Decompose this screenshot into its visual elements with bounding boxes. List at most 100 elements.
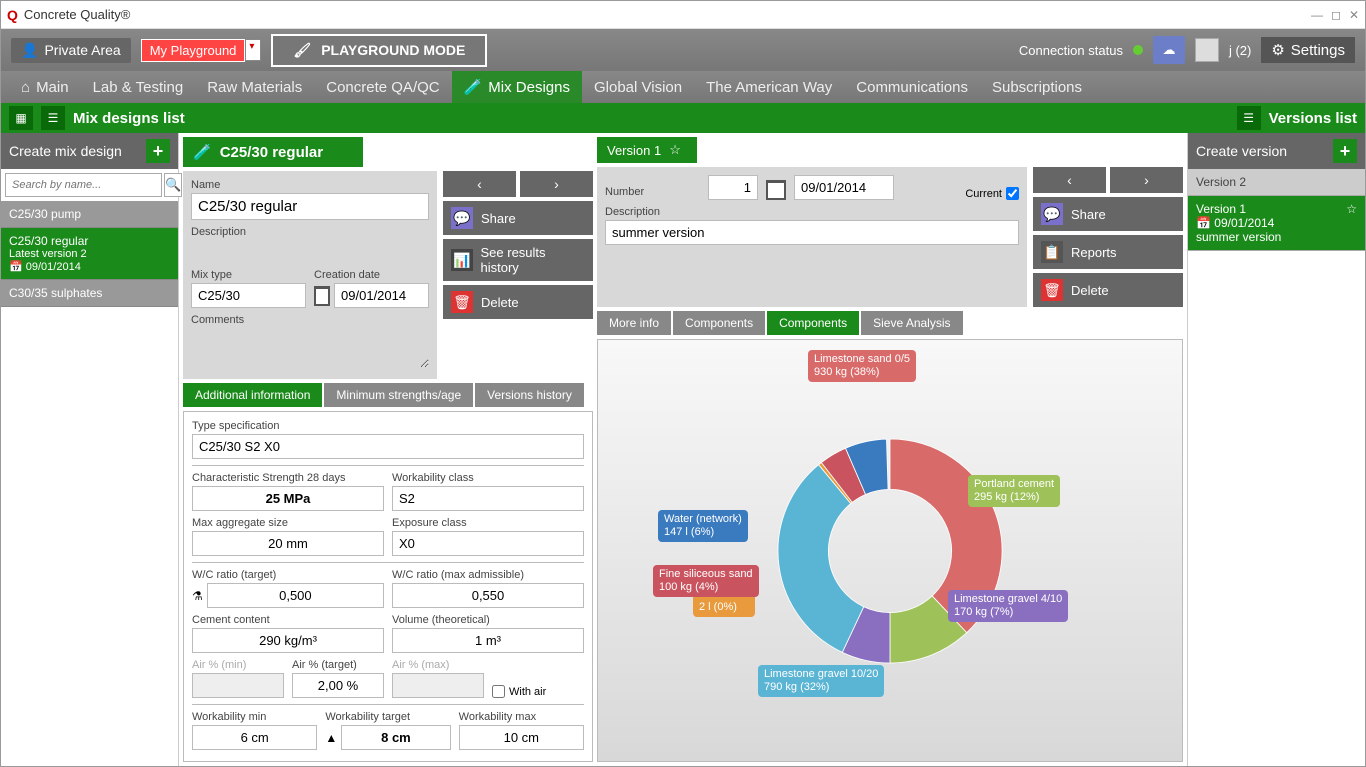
private-area-button[interactable]: 👤 Private Area: [11, 38, 131, 63]
menu-subs[interactable]: Subscriptions: [980, 71, 1094, 103]
version-share-button[interactable]: 💬Share: [1033, 197, 1183, 231]
version-desc-input[interactable]: [605, 220, 1019, 245]
design-tabs: Additional information Minimum strengths…: [183, 383, 593, 407]
wc-max-input[interactable]: [392, 583, 584, 608]
prev-design-button[interactable]: ‹: [443, 171, 516, 197]
mix-design-item[interactable]: C25/30 pump: [1, 201, 178, 228]
work-max-input[interactable]: [459, 725, 584, 750]
user-avatar[interactable]: [1195, 38, 1219, 62]
tab-additional-info[interactable]: Additional information: [183, 383, 322, 407]
minimize-icon[interactable]: —: [1311, 8, 1323, 22]
menu-american[interactable]: The American Way: [694, 71, 844, 103]
settings-button[interactable]: ⚙ Settings: [1261, 37, 1355, 63]
type-spec-input[interactable]: [192, 434, 584, 459]
creationdate-input[interactable]: [334, 283, 429, 308]
work-min-input[interactable]: [192, 725, 317, 750]
exp-class-input[interactable]: [392, 531, 584, 556]
air-min-input: [192, 673, 284, 698]
mixtype-input[interactable]: [191, 283, 306, 308]
mix-design-item[interactable]: C30/35 sulphates: [1, 280, 178, 307]
tab-min-strengths[interactable]: Minimum strengths/age: [324, 383, 473, 407]
search-input[interactable]: [5, 173, 162, 197]
menu-comm[interactable]: Communications: [844, 71, 980, 103]
history-button[interactable]: 📊See results history: [443, 239, 593, 281]
user-icon: 👤: [21, 42, 38, 59]
wc-target-input[interactable]: [207, 583, 384, 608]
version-actions: ‹ › 💬Share 📋Reports 🗑Delete: [1033, 167, 1183, 307]
version-item[interactable]: Version 1☆📅 09/01/2014summer version: [1188, 196, 1365, 251]
playground-mode-button[interactable]: 🖌 PLAYGROUND MODE: [271, 34, 487, 67]
versions-list-icon[interactable]: ☰: [1237, 106, 1261, 130]
maximize-icon[interactable]: ◻: [1331, 8, 1341, 22]
description-label: Description: [191, 226, 429, 238]
cement-input[interactable]: [192, 628, 384, 653]
next-version-button[interactable]: ›: [1110, 167, 1183, 193]
menu-main[interactable]: ⌂Main: [9, 71, 81, 103]
menu-global[interactable]: Global Vision: [582, 71, 694, 103]
trash-icon: 🗑: [1041, 279, 1063, 301]
playground-dropdown-icon[interactable]: [245, 39, 261, 61]
tab-more-info[interactable]: More info: [597, 311, 671, 335]
current-checkbox[interactable]: [1006, 187, 1019, 200]
version-date-input[interactable]: [794, 175, 894, 200]
air-target-input[interactable]: [292, 673, 384, 698]
menu-lab[interactable]: Lab & Testing: [81, 71, 196, 103]
menu-raw[interactable]: Raw Materials: [195, 71, 314, 103]
mix-design-list: C25/30 pumpC25/30 regularLatest version …: [1, 201, 178, 307]
type-spec-label: Type specification: [192, 420, 584, 432]
air-max-label: Air % (max): [392, 659, 484, 671]
max-agg-label: Max aggregate size: [192, 517, 384, 529]
with-air-checkbox[interactable]: [492, 685, 505, 698]
share-button[interactable]: 💬Share: [443, 201, 593, 235]
chart-slice-label: Water (network)147 l (6%): [658, 510, 748, 542]
prev-version-button[interactable]: ‹: [1033, 167, 1106, 193]
add-version-button[interactable]: +: [1333, 139, 1357, 163]
tab-components-1[interactable]: Components: [673, 311, 765, 335]
name-input[interactable]: [191, 193, 429, 220]
max-agg-input[interactable]: [192, 531, 384, 556]
air-max-input: [392, 673, 484, 698]
grid-view-icon[interactable]: ▦: [9, 106, 33, 130]
work-min-label: Workability min: [192, 711, 317, 723]
next-design-button[interactable]: ›: [520, 171, 593, 197]
create-version-label: Create version: [1196, 143, 1287, 159]
list-view-icon[interactable]: ☰: [41, 106, 65, 130]
vol-input[interactable]: [392, 628, 584, 653]
reports-icon: 📋: [1041, 241, 1063, 263]
titlebar: Q Concrete Quality® — ◻ ✕: [1, 1, 1365, 29]
tab-components-2[interactable]: Components: [767, 311, 859, 335]
home-icon: ⌂: [21, 79, 30, 96]
menu-mix-designs[interactable]: 🧪Mix Designs: [452, 71, 582, 103]
work-target-input[interactable]: [341, 725, 450, 750]
playground-button[interactable]: My Playground: [141, 39, 246, 62]
number-input[interactable]: [708, 175, 758, 200]
calendar-icon[interactable]: [766, 180, 786, 200]
star-icon[interactable]: ☆: [669, 142, 681, 158]
version-item[interactable]: Version 2: [1188, 169, 1365, 196]
delete-button[interactable]: 🗑Delete: [443, 285, 593, 319]
close-icon[interactable]: ✕: [1349, 8, 1359, 22]
char-str-input[interactable]: [192, 486, 384, 511]
cloud-button[interactable]: ☁: [1153, 36, 1185, 64]
wc-target-label: W/C ratio (target): [192, 569, 384, 581]
add-mix-design-button[interactable]: +: [146, 139, 170, 163]
comments-input[interactable]: [191, 328, 429, 368]
version-reports-button[interactable]: 📋Reports: [1033, 235, 1183, 269]
settings-label: Settings: [1291, 42, 1345, 59]
tab-versions-history[interactable]: Versions history: [475, 383, 584, 407]
description-input[interactable]: [191, 240, 429, 263]
mix-design-item[interactable]: C25/30 regularLatest version 2📅 09/01/20…: [1, 228, 178, 280]
versions-list: Version 2Version 1☆📅 09/01/2014summer ve…: [1188, 169, 1365, 251]
menu-qaqc[interactable]: Concrete QA/QC: [314, 71, 451, 103]
connection-label: Connection status: [1019, 43, 1123, 58]
private-area-label: Private Area: [44, 42, 120, 58]
vol-label: Volume (theoretical): [392, 614, 584, 626]
tab-sieve[interactable]: Sieve Analysis: [861, 311, 962, 335]
name-label: Name: [191, 179, 429, 191]
version-delete-button[interactable]: 🗑Delete: [1033, 273, 1183, 307]
donut-chart: [750, 411, 1030, 691]
number-label: Number: [605, 186, 700, 198]
work-class-input[interactable]: [392, 486, 584, 511]
mode-label: PLAYGROUND MODE: [321, 42, 465, 58]
calendar-icon[interactable]: [314, 286, 330, 306]
